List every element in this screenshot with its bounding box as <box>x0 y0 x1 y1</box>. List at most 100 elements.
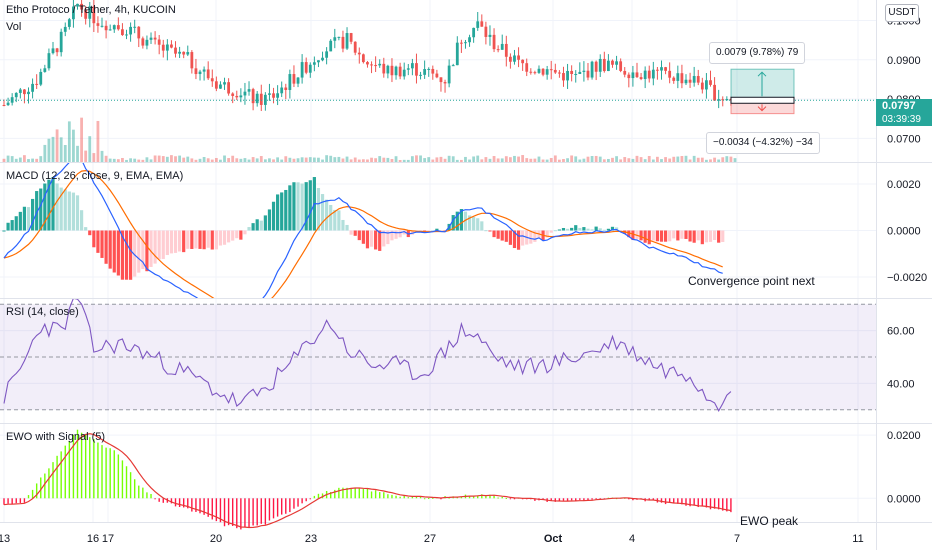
ewo-bar <box>428 498 430 500</box>
macd-histogram-bar <box>39 188 43 231</box>
candle-body <box>272 93 275 98</box>
y-tick-label: 0.0700 <box>887 133 921 145</box>
candle-body <box>129 26 132 35</box>
rsi-title[interactable]: RSI (14, close) <box>6 306 79 318</box>
candle-body <box>14 92 18 98</box>
macd-histogram-bar <box>149 230 153 267</box>
volume-bar <box>508 157 512 162</box>
volume-bar <box>259 156 263 162</box>
macd-histogram-bar <box>333 209 337 231</box>
volume-bar <box>304 157 308 162</box>
volume-bar <box>415 155 418 162</box>
y-tick-label: 0.0000 <box>887 493 921 505</box>
macd-histogram-bar <box>145 230 149 272</box>
macd-histogram-bar <box>365 230 370 249</box>
candle-body <box>170 44 173 48</box>
volume-bar <box>2 158 6 162</box>
symbol-title[interactable]: Etho Protoco / Tether, 4h, KUCOIN <box>6 4 176 16</box>
volume-bar <box>141 159 145 162</box>
candle-body <box>137 26 141 39</box>
ewo-bar <box>236 498 238 529</box>
macd-histogram-bar <box>169 230 174 254</box>
ewo-bar <box>391 494 393 499</box>
candle-body <box>386 65 390 74</box>
candle-body <box>705 80 708 90</box>
macd-histogram-bar <box>394 230 398 239</box>
macd-histogram-bar <box>128 230 133 280</box>
volume-bar <box>439 156 443 162</box>
volume-label[interactable]: Vol <box>6 21 22 33</box>
macd-histogram-bar <box>341 219 345 231</box>
candle-body <box>431 68 435 74</box>
currency-badge[interactable]: USDT <box>885 4 919 22</box>
macd-histogram-bar <box>329 204 333 231</box>
volume-bar <box>513 155 516 162</box>
macd-histogram-bar <box>427 230 431 232</box>
macd-histogram-bar <box>684 230 688 239</box>
macd-histogram-bar <box>133 230 137 277</box>
volume-bar <box>647 155 651 162</box>
candle-body <box>562 73 565 81</box>
candle-body <box>31 83 34 92</box>
macd-histogram-bar <box>639 230 643 241</box>
candle-body <box>717 99 721 101</box>
volume-bar <box>345 156 349 162</box>
macd-histogram-bar <box>512 230 517 249</box>
ewo-bar <box>48 468 50 499</box>
candle-body <box>725 99 729 101</box>
ewo-bar <box>481 494 483 499</box>
volume-bar <box>472 156 476 162</box>
ewo-bar <box>68 441 71 499</box>
volume-bar <box>337 156 341 162</box>
volume-bar <box>112 158 116 162</box>
arrow-down-icon <box>757 104 767 112</box>
macd-histogram-bar <box>451 215 455 231</box>
volume-bar <box>137 159 141 162</box>
macd-histogram-bar <box>586 228 590 231</box>
ewo-bar <box>56 455 58 499</box>
volume-bar <box>423 158 427 162</box>
position-profit-label: 0.0079 (9.78%) 79 <box>709 42 806 64</box>
ewo-bar <box>223 498 226 527</box>
macd-histogram-bar <box>721 230 725 242</box>
macd-title[interactable]: MACD (12, 26, close, 9, EMA, EMA) <box>6 170 184 182</box>
candle-body <box>594 61 598 72</box>
volume-bar <box>419 155 422 162</box>
x-tick-label: 7 <box>734 533 740 545</box>
volume-bar <box>566 158 569 162</box>
candle-body <box>427 68 431 70</box>
macd-histogram-bar <box>402 230 406 235</box>
macd-histogram-bar <box>84 227 88 231</box>
macd-histogram-bar <box>173 230 178 253</box>
ewo-bar <box>652 498 655 501</box>
ewo-title[interactable]: EWO with Signal (5) <box>6 431 106 443</box>
ewo-bar <box>350 488 352 499</box>
candle-body <box>615 61 618 65</box>
ewo-bar <box>150 493 152 499</box>
candle-body <box>27 91 30 95</box>
macd-histogram-bar <box>337 210 341 231</box>
candle-body <box>202 69 206 72</box>
volume-bar <box>717 159 721 162</box>
ewo-annotation: EWO peak <box>740 514 799 528</box>
candle-body <box>165 44 169 51</box>
ewo-bar <box>338 487 340 499</box>
candle-body <box>435 73 439 78</box>
macd-histogram-bar <box>549 230 553 233</box>
volume-bar <box>537 156 541 162</box>
ewo-bar <box>673 498 675 504</box>
macd-histogram-bar <box>472 217 476 231</box>
macd-histogram-bar <box>22 206 27 231</box>
ewo-bar <box>199 498 201 514</box>
macd-histogram-bar <box>153 230 157 264</box>
macd-histogram-bar <box>516 230 521 250</box>
volume-bar <box>700 157 704 162</box>
ewo-bar <box>264 498 267 525</box>
candle-body <box>104 25 108 31</box>
candle-body <box>570 70 574 74</box>
ewo-bar <box>35 483 38 499</box>
ewo-bar <box>448 497 450 499</box>
candle-body <box>76 3 79 7</box>
macd-histogram-bar <box>10 220 14 231</box>
